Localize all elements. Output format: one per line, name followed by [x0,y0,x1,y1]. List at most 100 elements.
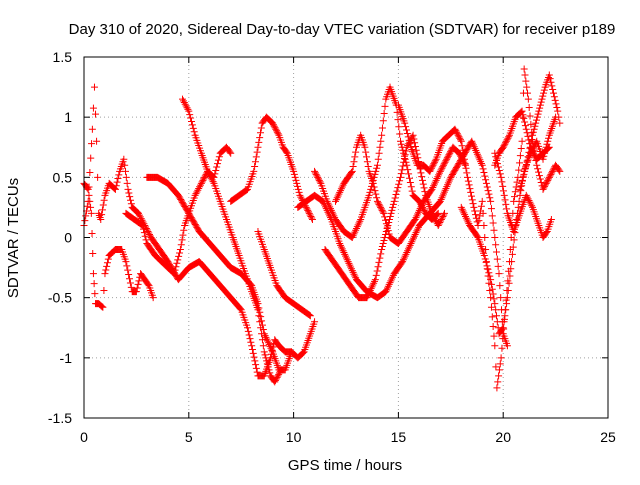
data-point [460,151,468,159]
data-point [299,349,307,357]
data-point [200,175,208,183]
data-point [404,133,412,141]
data-point [340,249,348,257]
data-point [518,176,526,184]
data-point [417,169,425,177]
data-point [488,212,496,220]
data-point [99,201,107,209]
data-point [373,194,381,202]
x-tick-label: 25 [600,429,616,445]
data-point [473,218,481,226]
data-point [477,202,485,210]
data-point [122,173,130,181]
data-point [380,209,388,217]
data-point [294,185,302,193]
data-point [548,82,556,90]
data-point [316,178,324,186]
data-point [94,173,102,181]
data-point [207,174,215,182]
data-point [516,185,524,193]
data-point [134,209,142,217]
data-point [415,206,423,214]
data-point [553,104,561,112]
data-point [540,89,548,97]
data-point [458,142,466,150]
data-point [144,280,152,288]
data-point [472,211,480,219]
data-point [251,163,259,171]
data-point [348,167,356,175]
data-point [404,247,412,255]
data-point [406,178,414,186]
data-point [519,173,527,181]
data-point [378,124,386,132]
data-point [399,256,407,264]
y-axis-label: SDTVAR / TECUs [5,178,22,298]
data-point [536,104,544,112]
data-point [440,160,448,168]
data-point [464,218,472,226]
data-point [273,373,281,381]
data-point [538,95,546,103]
data-point [111,185,119,193]
data-point [271,378,279,386]
x-tick-label: 0 [80,429,88,445]
data-point [452,127,460,135]
data-point [401,151,409,159]
data-point [374,155,382,163]
data-point [269,119,277,127]
data-point [430,213,438,221]
data-point [193,188,201,196]
data-point [426,167,434,175]
data-point [492,312,500,320]
data-point [100,286,108,294]
data-point [81,217,89,225]
data-point [524,89,532,97]
data-point [412,146,420,154]
data-point [411,142,419,150]
data-point [254,306,262,314]
data-point [140,229,148,237]
data-point [528,202,536,210]
data-point [501,312,509,320]
data-point [402,147,410,155]
series-satellite-track-9 [311,83,442,241]
data-point [85,183,93,191]
data-point [136,213,144,221]
data-point [205,169,213,177]
data-point [293,179,301,187]
data-point [526,112,534,120]
data-point [465,181,473,189]
data-point [265,366,273,374]
data-point [413,227,421,235]
data-point [507,265,515,273]
data-point [350,230,358,238]
data-point [460,155,468,163]
data-point [500,142,508,150]
data-point [397,140,405,148]
data-point [273,127,281,135]
data-point [516,159,524,167]
data-point [257,124,265,132]
data-point [416,205,424,213]
data-point [243,324,251,332]
data-point [115,171,123,179]
data-point [351,153,359,161]
data-point [299,349,307,357]
data-point [215,153,223,161]
data-point [429,184,437,192]
data-point [492,363,500,371]
data-point [427,164,435,172]
data-point [540,86,548,94]
data-point [206,172,214,180]
data-point [329,210,337,218]
data-point [388,275,396,283]
data-point [378,243,386,251]
data-point [487,294,495,302]
data-point [536,101,544,109]
data-point [91,290,99,298]
data-point [294,182,302,190]
data-point [368,283,376,291]
data-point [543,178,551,186]
data-point [522,191,530,199]
